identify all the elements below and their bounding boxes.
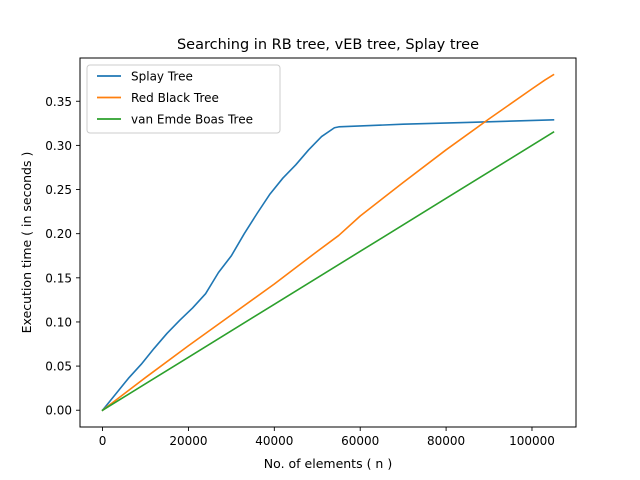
x-tick-label: 100000 [509, 434, 555, 448]
y-tick-label: 0.20 [45, 227, 72, 241]
y-tick-label: 0.25 [45, 183, 72, 197]
y-tick-label: 0.10 [45, 315, 72, 329]
x-tick-label: 80000 [427, 434, 465, 448]
y-tick-label: 0.05 [45, 360, 72, 374]
x-axis-ticks: 0 20000 40000 60000 80000 100000 [99, 427, 555, 448]
plot-lines [101, 73, 555, 412]
x-tick-label: 60000 [341, 434, 379, 448]
chart-title: Searching in RB tree, vEB tree, Splay tr… [177, 37, 479, 53]
x-axis-label: No. of elements ( n ) [264, 456, 392, 471]
series-line-0 [101, 118, 555, 412]
x-tick-label: 40000 [255, 434, 293, 448]
x-tick-label: 0 [99, 434, 107, 448]
x-tick-label: 20000 [169, 434, 207, 448]
y-axis-ticks: 0.00 0.05 0.10 0.15 0.20 0.25 0.30 0.35 [45, 95, 80, 418]
y-tick-label: 0.35 [45, 95, 72, 109]
series-line-1 [101, 73, 555, 412]
y-tick-label: 0.00 [45, 404, 72, 418]
y-tick-label: 0.30 [45, 139, 72, 153]
y-axis-label: Execution time ( in seconds ) [19, 152, 34, 334]
legend-label: Red Black Tree [131, 91, 219, 105]
legend: Splay Tree Red Black Tree van Emde Boas Tr… [86, 64, 281, 134]
legend-entries: Splay Tree Red Black Tree van Emde Boas Tr… [97, 70, 253, 127]
legend-label: van Emde Boas Tree [131, 113, 253, 127]
axes-frame [79, 57, 577, 428]
legend-box [86, 64, 281, 134]
y-tick-label: 0.15 [45, 271, 72, 285]
series-line-2 [101, 131, 555, 412]
legend-label: Splay Tree [131, 70, 193, 84]
